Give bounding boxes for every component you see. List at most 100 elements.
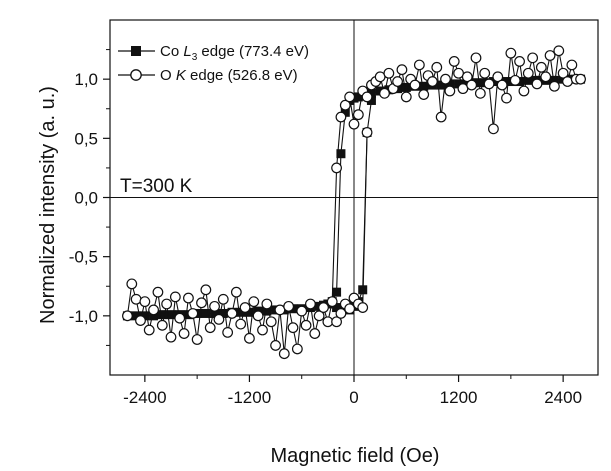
data-point [522,67,534,79]
data-point [156,319,168,331]
data-point [518,85,530,97]
data-point [339,99,351,111]
data-point [366,88,376,98]
series-3 [331,127,373,328]
data-point [488,123,499,135]
legend-o-label: O K edge (526.8 eV) [160,67,298,84]
data-point [204,322,216,334]
data-point [122,310,133,322]
x-axis-title: Magnetic field (Oe) [271,445,440,467]
data-point [436,80,446,90]
data-point [344,91,356,103]
data-point [427,76,438,87]
y-tick-label: -0,5 [69,248,98,267]
legend-co-marker [131,46,141,56]
data-point [566,59,578,71]
data-point [383,67,395,79]
data-point [140,311,150,321]
data-point [130,293,142,305]
data-point [265,316,277,328]
data-point [557,67,569,79]
data-point [418,89,430,100]
data-point [201,308,211,318]
data-point [244,332,255,344]
data-point [200,284,212,296]
data-point [461,71,473,83]
legend-co-label: Co L3 edge (773.4 eV) [160,43,309,63]
data-point [523,75,533,85]
data-point [470,52,482,64]
data-point [531,78,543,90]
data-point [332,287,342,297]
data-point [413,59,425,71]
series-layer [122,45,586,360]
temperature-annotation: T=300 K [120,176,193,197]
x-tick-label: 2400 [544,388,582,407]
data-point [196,297,207,309]
y-tick-label: 0,0 [74,189,98,208]
data-point [454,79,464,89]
data-point [401,82,411,92]
data-point [527,52,539,64]
data-point [379,87,390,99]
data-point [139,296,151,308]
data-point [392,76,403,87]
data-point [344,303,356,315]
data-point [553,45,565,57]
data-point [575,73,586,85]
data-point [474,87,486,99]
data-point [562,76,573,87]
data-point [278,348,290,360]
data-point [157,310,167,320]
data-point [479,67,491,79]
data-point [348,118,360,130]
data-point [174,312,186,324]
data-point [435,111,447,123]
data-point [340,107,350,117]
data-point [331,162,342,174]
data-point [152,286,164,298]
data-point [309,328,321,339]
data-point [466,79,478,91]
series-2 [122,45,586,360]
data-point [161,298,173,310]
data-point [331,316,342,328]
data-point [222,327,234,338]
data-point [165,331,177,343]
data-point [213,313,225,325]
data-point [178,328,190,339]
legend: Co L3 edge (773.4 eV) O K edge (526.8 eV… [118,43,309,84]
data-point [492,71,504,83]
data-point [419,81,429,91]
data-point [235,318,247,330]
data-point [496,79,508,91]
data-point [514,56,525,67]
data-point [209,300,220,312]
data-point [540,71,552,83]
crosshair-lines [110,20,598,375]
data-point [149,311,159,321]
data-point [239,302,251,313]
data-point [357,302,369,313]
data-point [366,95,376,105]
data-point [166,310,176,320]
data-point [257,324,268,336]
data-point [291,343,303,355]
data-point [287,322,299,334]
data-point [252,310,264,322]
data-point [440,73,451,85]
data-point [318,302,329,313]
data-point [217,293,229,305]
data-point [261,298,273,310]
data-point [296,305,308,317]
x-tick-label: -2400 [123,388,166,407]
x-tick-label: 1200 [440,388,478,407]
data-point [135,315,146,326]
data-point [445,79,455,89]
data-point [505,47,517,59]
data-point [126,278,138,290]
data-point [313,310,325,322]
data-point [218,308,228,318]
data-point [501,92,512,104]
data-point [270,340,281,351]
